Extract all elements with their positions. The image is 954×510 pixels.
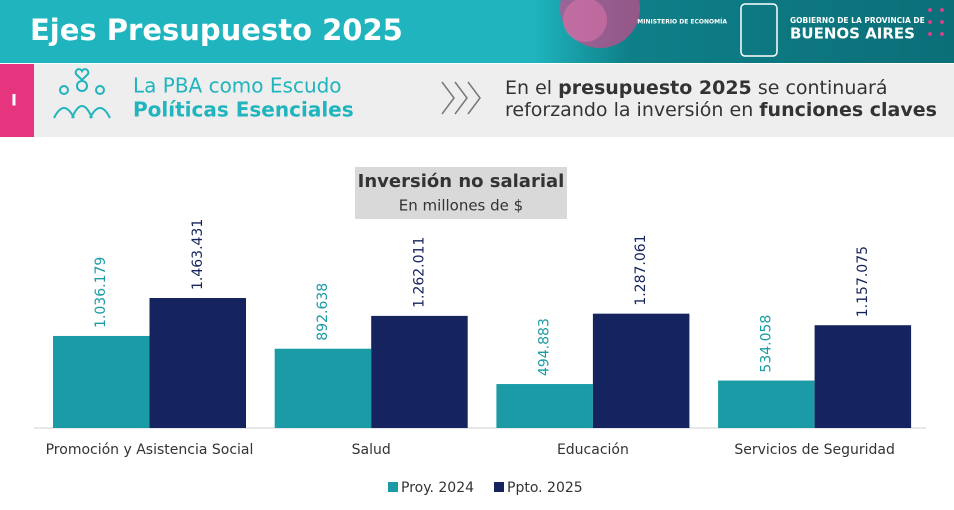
header-title: Ejes Presupuesto 2025: [30, 13, 403, 47]
value-label: 494.883: [537, 318, 553, 376]
bar: [371, 315, 468, 428]
banner: [0, 64, 954, 137]
legend-swatch: [494, 482, 504, 492]
text: reforzando la inversión en: [505, 99, 753, 121]
bar: [496, 384, 593, 428]
tab-label: I: [11, 91, 17, 110]
people-icon: [53, 68, 111, 119]
bar: [274, 348, 372, 428]
chevrons-icon: [441, 81, 481, 115]
text: En el: [505, 77, 552, 99]
province: BUENOS AIRES: [790, 25, 915, 43]
government: GOBIERNO DE LA PROVINCIA DE: [790, 16, 925, 25]
legend-label: Proy. 2024: [401, 480, 474, 496]
bar: [814, 325, 912, 428]
banner-left-line1: La PBA como Escudo: [133, 74, 342, 98]
header-decoration: [560, 0, 944, 48]
bar: [592, 313, 690, 428]
value-label: 1.287.061: [633, 234, 649, 305]
banner-right-line1: En el presupuesto 2025 se continuará: [505, 77, 887, 99]
value-label: 892.638: [315, 283, 331, 341]
value-label: 1.463.431: [190, 219, 206, 290]
x-tick-label: Educación: [557, 442, 629, 458]
x-tick-label: Servicios de Seguridad: [734, 442, 895, 458]
banner-right-line2: reforzando la inversión en funciones cla…: [505, 99, 937, 121]
province-map: [740, 3, 778, 57]
chart-title-box: [355, 167, 567, 219]
x-tick-label: Promoción y Asistencia Social: [46, 442, 254, 458]
text-bold: funciones claves: [759, 99, 937, 121]
bar: [718, 380, 815, 428]
plot: Promoción y Asistencia Social 1.036.179 1.…: [46, 219, 912, 496]
text-bold: presupuesto 2025: [558, 77, 752, 99]
bar: [53, 335, 150, 428]
value-label: 1.262.011: [411, 237, 427, 308]
value-label: 1.036.179: [93, 257, 109, 328]
value-label: 534.058: [758, 315, 774, 373]
x-tick-label: Salud: [352, 442, 391, 458]
banner-left-line2: Políticas Esenciales: [133, 98, 354, 122]
chart-subtitle: En millones de $: [399, 197, 523, 215]
text: se continuará: [758, 77, 888, 99]
banner-tab: [0, 64, 34, 137]
ministry: MINISTERIO DE ECONOMÍA: [637, 18, 727, 26]
value-label: 1.157.075: [855, 246, 871, 317]
legend-label: Ppto. 2025: [507, 480, 583, 496]
legend-swatch: [388, 482, 398, 492]
bar: [149, 298, 246, 428]
chart-title: Inversión no salarial: [358, 171, 565, 192]
header-bar: [0, 0, 954, 63]
